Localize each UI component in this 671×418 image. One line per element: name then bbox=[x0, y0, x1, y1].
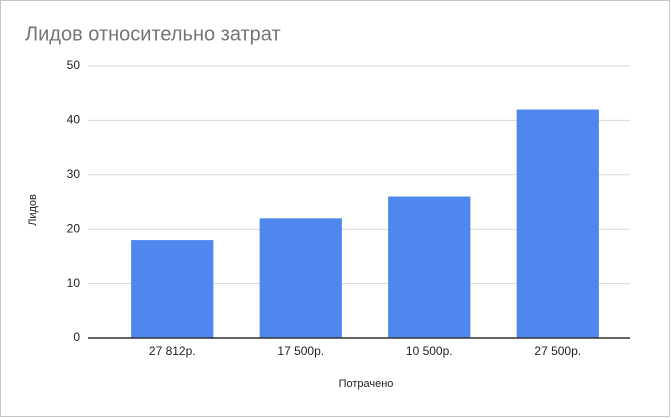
y-tick-label: 10 bbox=[67, 276, 81, 290]
x-tick-label: 17 500р. bbox=[277, 344, 324, 358]
y-tick-label: 50 bbox=[67, 58, 81, 72]
y-axis-label: Лидов bbox=[27, 194, 39, 226]
y-tick-label: 0 bbox=[73, 330, 80, 344]
y-tick-label: 40 bbox=[67, 113, 81, 127]
y-tick-label: 30 bbox=[67, 167, 81, 181]
bar bbox=[388, 196, 471, 338]
chart-title: Лидов относительно затрат bbox=[25, 23, 281, 45]
bar bbox=[131, 240, 214, 338]
y-tick-label: 20 bbox=[67, 221, 81, 235]
x-axis-label: Потрачено bbox=[339, 378, 394, 390]
x-tick-label: 10 500р. bbox=[406, 344, 453, 358]
bar bbox=[516, 109, 599, 339]
x-tick-label: 27 500р. bbox=[534, 344, 581, 358]
bar bbox=[259, 218, 342, 338]
x-tick-label: 27 812р. bbox=[149, 344, 196, 358]
